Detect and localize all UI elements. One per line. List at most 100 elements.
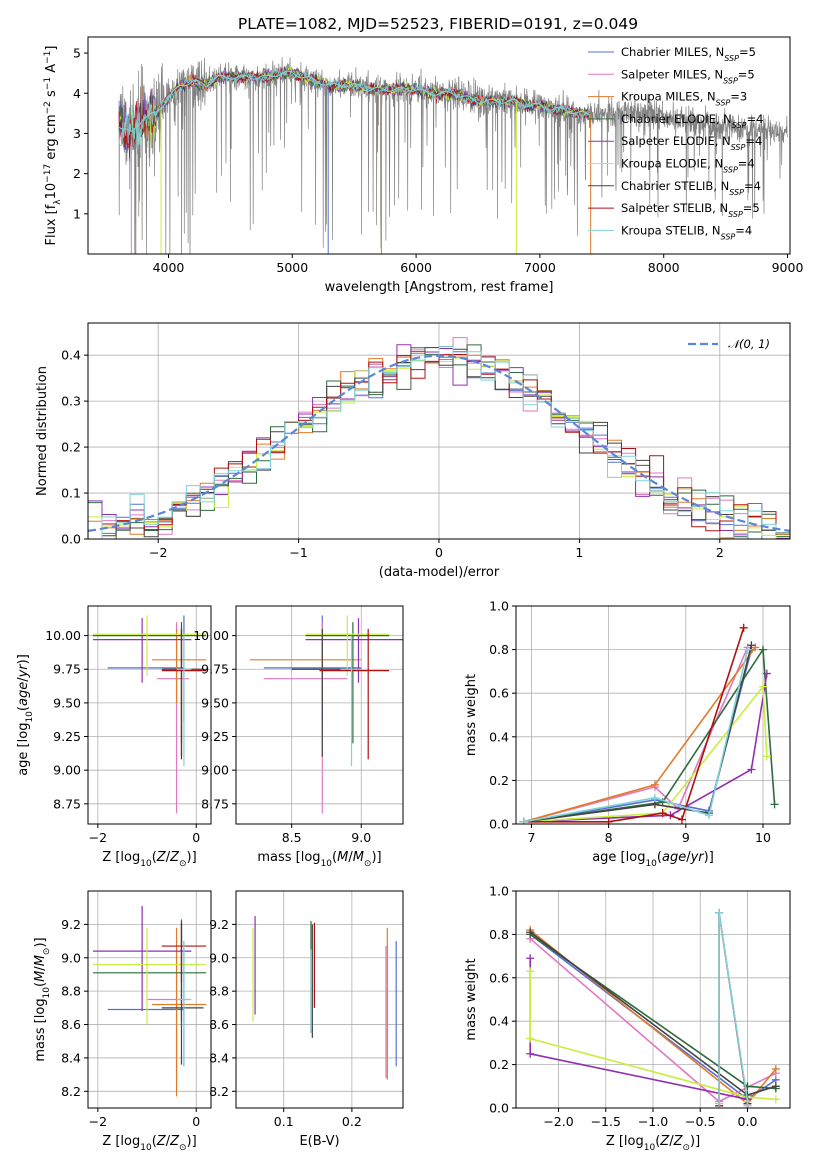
age_vs_mass-ytick-label: 9.75	[201, 662, 229, 677]
massweight_vs_Z-ytick-label: 0.0	[489, 1101, 509, 1116]
histogram-kroupa_stelib	[88, 346, 790, 539]
legend-label-chabrier_stelib: Chabrier STELIB, NSSP=4	[621, 179, 761, 197]
age_vs_Z-frame: −2 0 8.75 9.00 9.25 9.50 9.75 10.00	[45, 605, 212, 845]
spectrum-xtick-label: 5000	[276, 260, 308, 275]
massweight_vs_age-spines	[515, 605, 791, 825]
series-line-kroupa_elodie	[529, 971, 776, 1101]
age_vs_mass-ytick-label: 9.25	[201, 729, 229, 744]
massweight_vs_Z-xtick-label: −1.5	[591, 1114, 621, 1129]
mass_vs_Z-frame: −2 0 8.2 8.4 8.6 8.8 9.0 9.2	[61, 890, 212, 1129]
series-line-salpeter_elodie	[523, 673, 768, 823]
histogram-plot	[88, 337, 790, 539]
series-marker-chabrier_stelib	[747, 641, 756, 650]
massweight_vs_age-frame: 7 8 9 10 0.0 0.2 0.4 0.6 0.8 1.0	[489, 599, 791, 845]
legend-label-kroupa_elodie: Kroupa ELODIE, NSSP=4	[621, 157, 755, 175]
massweight_vs_age-ytick-label: 0.2	[489, 773, 509, 788]
massweight_vs_Z-axes	[516, 890, 790, 1109]
spectrum-xtick-label: 8000	[648, 260, 680, 275]
massweight_vs_Z-xtick-label: −2.0	[543, 1114, 573, 1129]
massweight_vs_age-ytick-label: 0.4	[489, 729, 509, 744]
massweight_vs_Z-frame: −2.0 −1.5 −1.0 −0.5 0.0 0.0 0.2 0.4 0.6 0.8 1.0	[489, 884, 791, 1129]
mass_vs_Z-plot	[92, 906, 207, 1097]
series-line-kroupa_stelib	[523, 649, 749, 823]
mass_vs_ebv-xtick-label: 0.2	[342, 1114, 362, 1129]
massweight_vs_age-axes	[516, 605, 790, 825]
massweight_vs_age-ytick-label: 0.0	[489, 817, 509, 832]
legend-label-salpeter_miles: Salpeter MILES, NSSP=5	[621, 67, 755, 85]
residuals-xtick-label: −1	[289, 545, 307, 560]
mass_vs_Z-ylabel: mass [log10(M/M⊙)]	[33, 937, 52, 1061]
series-marker-chabrier_elodie	[758, 645, 767, 654]
model-spectrum-kroupa_stelib	[118, 68, 590, 150]
residuals-ytick-label: 0.3	[61, 394, 81, 409]
massweight_vs_age-plot	[519, 623, 779, 824]
series-marker-chabrier_stelib	[771, 1082, 780, 1091]
series-marker-salpeter_stelib	[658, 809, 667, 818]
series-marker-salpeter_elodie	[526, 1049, 535, 1058]
spectrum-legend: Chabrier MILES, NSSP=5 Salpeter MILES, NS…	[588, 45, 763, 241]
series-marker-salpeter_elodie	[747, 765, 756, 774]
legend-label-chabrier_elodie: Chabrier ELODIE, NSSP=4	[621, 112, 763, 129]
age_vs_mass-ytick-label: 9.00	[201, 763, 229, 778]
age_vs_mass-xtick-label: 8.5	[282, 830, 302, 845]
model-spectrum-best	[118, 70, 590, 133]
data-spectrum	[118, 57, 788, 254]
histogram-salpeter_stelib	[88, 354, 790, 539]
series-marker-salpeter_stelib	[604, 817, 613, 824]
series-marker-kroupa_stelib	[743, 1101, 752, 1108]
residuals-xtick-label: 0	[435, 545, 443, 560]
age_vs_Z-ylabel: age [log10(age/yr)]	[16, 654, 35, 776]
series-marker-chabrier_elodie	[770, 800, 779, 809]
spectrum-xtick-label: 9000	[772, 260, 804, 275]
series-marker-kroupa_elodie	[526, 967, 535, 976]
massweight_vs_age-ytick-label: 1.0	[489, 599, 509, 614]
age_vs_Z-ytick-label: 8.75	[53, 796, 81, 811]
mass_vs_Z-ytick-label: 8.8	[61, 984, 81, 999]
age_vs_Z-ytick-label: 9.75	[53, 662, 81, 677]
series-marker-kroupa_stelib	[704, 811, 713, 820]
mass_vs_ebv-ytick-label: 8.2	[209, 1084, 229, 1099]
residuals-ytick-label: 0.1	[61, 486, 81, 501]
series-line-chabrier_stelib	[523, 645, 753, 823]
residuals-ytick-label: 0.2	[61, 440, 81, 455]
legend-normal-label: 𝒩(0, 1)	[728, 337, 770, 351]
massweight_vs_age-xtick-label: 10	[755, 830, 771, 845]
series-marker-kroupa_stelib	[650, 793, 659, 802]
mass_vs_Z-xlabel: Z [log10(Z/Z⊙)]	[102, 1134, 196, 1153]
mass_vs_Z-ytick-label: 8.2	[61, 1084, 81, 1099]
series-line-salpeter_miles	[523, 647, 749, 823]
age_vs_mass-axes	[236, 606, 403, 824]
age_vs_mass-xtick-label: 9.0	[351, 830, 371, 845]
massweight_vs_age-ytick-label: 0.8	[489, 642, 509, 657]
mass_vs_ebv-ytick-label: 8.8	[209, 984, 229, 999]
mass_vs_Z-ytick-label: 9.2	[61, 917, 81, 932]
age_vs_Z-plot	[92, 615, 207, 814]
legend-label-kroupa_stelib: Kroupa STELIB, NSSP=4	[621, 223, 752, 241]
massweight_vs_Z-ytick-label: 0.4	[489, 1014, 509, 1029]
legend-label-salpeter_stelib: Salpeter STELIB, NSSP=5	[621, 201, 760, 219]
series-line-chabrier_elodie	[523, 647, 776, 823]
massweight_vs_Z-plot	[526, 908, 780, 1108]
mass_vs_ebv-axes	[236, 891, 403, 1108]
massweight_vs_age-ytick-label: 0.6	[489, 686, 509, 701]
series-line-chabrier_miles	[523, 649, 753, 823]
series-marker-kroupa_elodie	[526, 1034, 535, 1043]
age_vs_Z-xlabel: Z [log10(Z/Z⊙)]	[102, 850, 196, 869]
age_vs_Z-xtick-label: 0	[192, 830, 200, 845]
mass_vs_ebv-ytick-label: 9.0	[209, 950, 229, 965]
massweight_vs_Z-ylabel: mass weight	[464, 958, 479, 1040]
spectrum-ytick-label: 1	[73, 206, 81, 221]
age_vs_Z-ytick-label: 9.50	[53, 695, 81, 710]
series-marker-salpeter_elodie	[762, 669, 771, 678]
series-marker-kroupa_stelib	[715, 1099, 724, 1108]
age_vs_Z-ytick-label: 10.00	[45, 628, 81, 643]
legend-label-chabrier_miles: Chabrier MILES, NSSP=5	[621, 45, 756, 63]
spectrum-xtick-label: 4000	[153, 260, 185, 275]
age_vs_mass-ytick-label: 8.75	[201, 796, 229, 811]
age_vs_Z-ytick-label: 9.25	[53, 729, 81, 744]
age_vs_mass-ytick-label: 10.00	[193, 628, 229, 643]
series-line-kroupa_miles	[523, 646, 756, 823]
series-marker-salpeter_elodie	[526, 954, 535, 963]
mass_vs_ebv-frame: 0.1 0.2 8.2 8.4 8.6 8.8 9.0 9.2	[209, 890, 404, 1129]
age_vs_mass-ytick-label: 9.50	[201, 695, 229, 710]
